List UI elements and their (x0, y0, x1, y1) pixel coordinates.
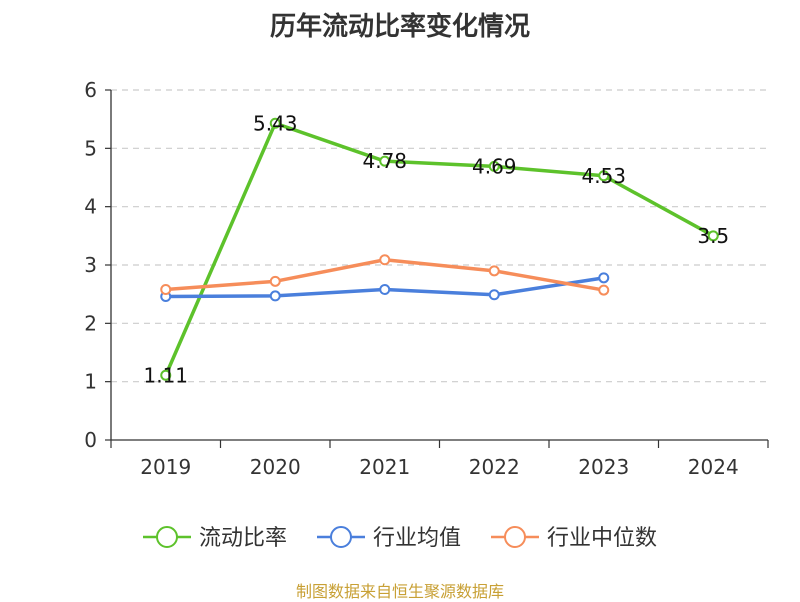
data-point (707, 230, 719, 242)
data-point (379, 284, 391, 295)
data-label: 1.11 (143, 363, 188, 387)
data-label: 3.5 (697, 224, 729, 248)
data-point (160, 369, 172, 381)
series-layer (160, 117, 719, 381)
grid-lines (111, 89, 768, 383)
data-point (598, 170, 610, 182)
y-tick-label: 6 (84, 78, 97, 102)
axes: 0 1 2 3 4 5 6 2019 2020 2021 2022 2023 2024 (84, 78, 769, 479)
legend: 流动比率 行业均值 行业中位数 (143, 526, 657, 551)
legend-label: 流动比率 (199, 526, 287, 551)
legend-item-0[interactable]: 流动比率 (143, 526, 287, 551)
data-label: 4.78 (362, 149, 407, 173)
legend-label: 行业中位数 (547, 526, 657, 551)
data-label: 4.69 (472, 154, 517, 178)
chart-title: 历年流动比率变化情况 (269, 12, 530, 42)
data-point (598, 284, 610, 296)
legend-label: 行业均值 (373, 526, 461, 551)
data-point (488, 265, 500, 277)
data-point (269, 290, 281, 302)
legend-item-1[interactable]: 行业均值 (317, 526, 461, 551)
x-tick-label: 2022 (469, 455, 520, 479)
legend-circle-icon (504, 526, 526, 548)
x-tick-label: 2021 (359, 455, 410, 479)
y-tick-label: 1 (84, 370, 97, 394)
data-point (379, 155, 391, 167)
data-label: 4.53 (581, 164, 626, 188)
y-tick-label: 2 (84, 311, 97, 335)
data-point (379, 254, 391, 266)
data-point (269, 275, 281, 287)
data-point (488, 160, 500, 172)
y-tick-label: 3 (84, 253, 97, 277)
x-tick-label: 2019 (140, 455, 191, 479)
data-point (488, 289, 500, 301)
y-tick-label: 5 (84, 136, 97, 160)
data-label: 5.43 (253, 111, 298, 135)
footer-source: 制图数据来自恒生聚源数据库 (295, 582, 504, 601)
data-point (269, 117, 281, 129)
x-tick-label: 2020 (250, 455, 301, 479)
legend-circle-icon (330, 526, 352, 548)
data-point (598, 272, 610, 284)
data-point (160, 284, 172, 295)
y-tick-label: 4 (84, 195, 97, 219)
legend-item-2[interactable]: 行业中位数 (491, 526, 657, 551)
y-tick-label: 0 (84, 428, 97, 452)
x-tick-label: 2024 (688, 455, 739, 479)
x-tick-label: 2023 (578, 455, 629, 479)
legend-circle-icon (156, 526, 178, 548)
data-labels: 1.11 5.43 4.78 4.69 4.53 3.5 (143, 111, 729, 387)
series-line-0 (164, 121, 715, 376)
